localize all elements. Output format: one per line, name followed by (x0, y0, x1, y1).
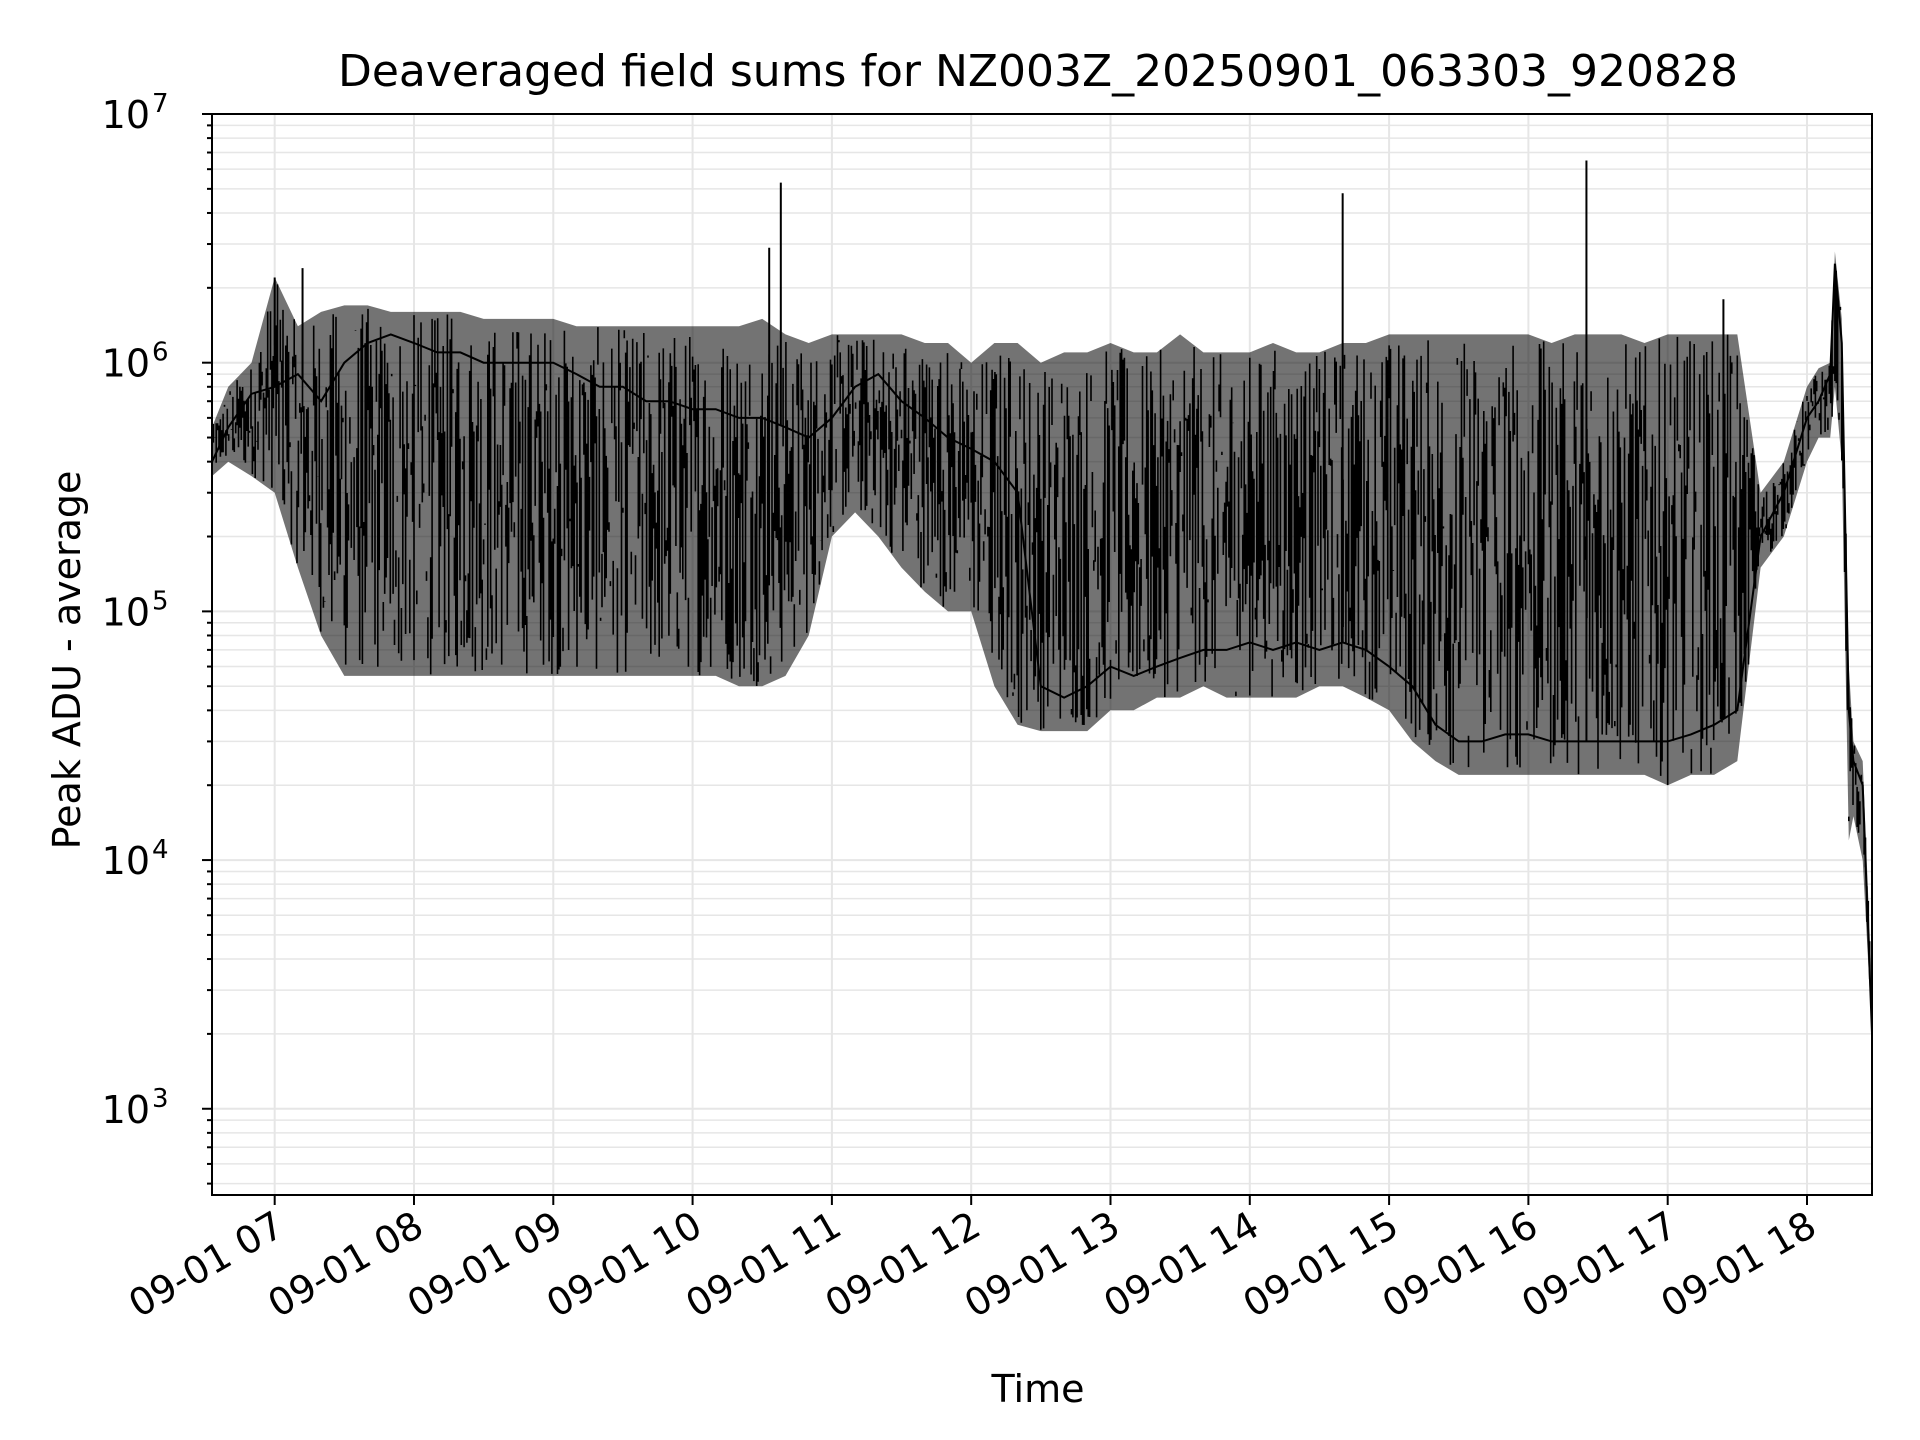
y-tick-label: 10 (102, 1088, 150, 1132)
y-tick-label-exponent: 7 (152, 89, 169, 119)
y-tick-label: 10 (102, 839, 150, 883)
plot-area (211, 160, 1873, 1034)
chart-title: Deaveraged field sums for NZ003Z_2025090… (338, 46, 1738, 97)
y-axis-label: Peak ADU - average (45, 471, 89, 850)
y-tick-label: 10 (102, 93, 150, 137)
y-tick-label: 10 (102, 590, 150, 634)
x-axis-label: Time (991, 1367, 1085, 1411)
y-tick-label-exponent: 5 (152, 586, 169, 616)
axes-frame (211, 113, 1873, 1196)
data-series-spikes (273, 160, 1725, 742)
data-series-line (211, 263, 1873, 1034)
y-tick-label: 10 (102, 342, 150, 386)
y-tick-label-exponent: 3 (152, 1084, 169, 1114)
y-tick-label-exponent: 4 (152, 835, 169, 865)
y-tick-label-exponent: 6 (152, 338, 169, 368)
